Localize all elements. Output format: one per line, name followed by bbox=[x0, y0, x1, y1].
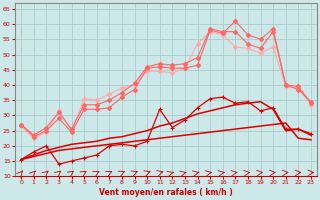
X-axis label: Vent moyen/en rafales ( km/h ): Vent moyen/en rafales ( km/h ) bbox=[99, 188, 233, 197]
